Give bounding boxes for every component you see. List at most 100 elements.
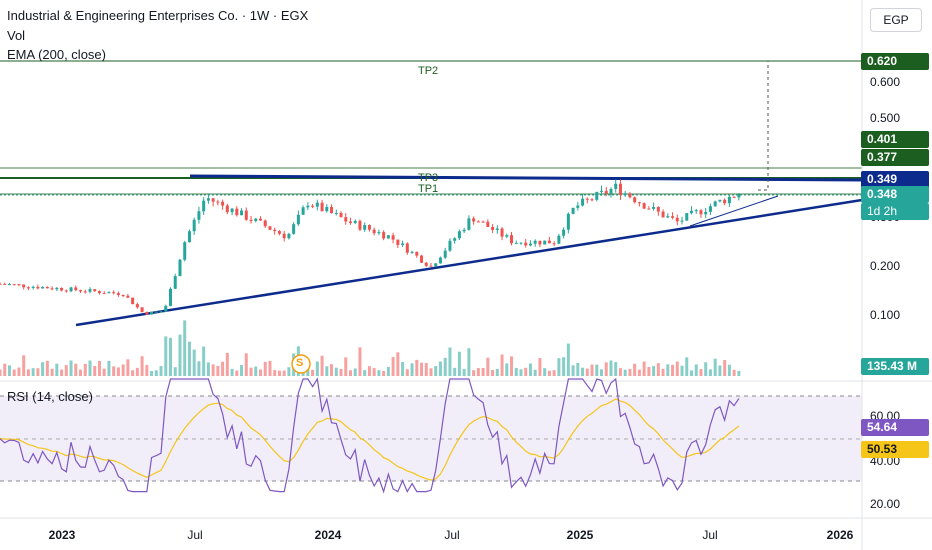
candle-body	[193, 220, 196, 231]
candle-body	[377, 232, 380, 233]
candle-body	[363, 225, 366, 230]
candle-body	[401, 243, 404, 245]
candle-body	[212, 198, 215, 201]
volume-bar	[467, 348, 470, 376]
candle-body	[534, 241, 537, 244]
volume-bar	[420, 363, 423, 376]
volume-bar	[3, 364, 6, 376]
volume-bar	[183, 320, 186, 376]
volume-bar	[13, 370, 16, 376]
projection-line	[758, 61, 768, 190]
rsi-legend[interactable]: RSI (14, close)	[7, 389, 93, 404]
candle-body	[221, 202, 224, 206]
candle-body	[477, 221, 480, 222]
ema-legend[interactable]: EMA (200, close)	[7, 46, 106, 63]
candle-body	[633, 197, 636, 202]
candle-body	[505, 235, 508, 237]
volume-bar	[652, 366, 655, 376]
volume-bar	[695, 364, 698, 376]
candle-body	[430, 266, 433, 267]
candle-body	[572, 208, 575, 214]
last-price-label: 0.348	[861, 186, 929, 203]
volume-bar	[74, 364, 77, 376]
volume-bar	[88, 361, 91, 376]
volume-bar	[704, 362, 707, 376]
candle-body	[278, 231, 281, 234]
volume-bar	[737, 371, 740, 376]
volume-bar	[415, 360, 418, 376]
volume-bar	[273, 370, 276, 376]
volume-bar	[614, 362, 617, 376]
volume-bar	[51, 369, 54, 376]
volume-bar	[477, 368, 480, 376]
candle-body	[638, 202, 641, 203]
bar-countdown-label: 1d 2h	[861, 203, 929, 220]
volume-bar	[567, 344, 570, 376]
candle-body	[420, 256, 423, 263]
candle-body	[22, 285, 25, 288]
candle-body	[647, 209, 650, 210]
volume-bar	[216, 366, 219, 376]
volume-value-label: 135.43 M	[861, 358, 929, 375]
time-label: Jul	[702, 528, 717, 542]
candle-body	[250, 220, 253, 221]
volume-bar	[197, 361, 200, 376]
volume-bar	[543, 368, 546, 376]
price-candles	[0, 179, 740, 314]
candle-body	[164, 306, 167, 312]
dividend-icon[interactable]: S	[296, 357, 303, 369]
volume-bar	[349, 370, 352, 376]
candle-body	[235, 209, 238, 216]
candle-body	[392, 235, 395, 239]
volume-bar	[709, 369, 712, 376]
candle-body	[567, 214, 570, 230]
candle-body	[178, 260, 181, 276]
candle-body	[591, 199, 594, 200]
candle-body	[387, 235, 390, 238]
candle-body	[126, 296, 129, 298]
volume-bar	[41, 362, 44, 376]
volume-bar	[325, 366, 328, 376]
volume-bar	[330, 364, 333, 376]
time-label: 2025	[567, 528, 594, 542]
volume-bar	[335, 368, 338, 376]
volume-bar	[529, 363, 532, 376]
volume-bar	[714, 359, 717, 376]
candle-body	[690, 211, 693, 213]
volume-bar	[676, 362, 679, 376]
chart-title: Industrial & Engineering Enterprises Co.…	[7, 7, 308, 24]
volume-bar	[17, 368, 20, 376]
currency-button[interactable]: EGP	[870, 8, 922, 32]
volume-bar	[141, 356, 144, 376]
candle-body	[368, 225, 371, 230]
volume-bar	[107, 361, 110, 376]
candle-body	[330, 207, 333, 213]
candle-body	[302, 207, 305, 214]
candle-body	[657, 207, 660, 212]
volume-bar	[358, 347, 361, 376]
candle-body	[671, 216, 674, 218]
candle-body	[13, 284, 16, 285]
candle-body	[65, 290, 68, 291]
candle-body	[557, 236, 560, 244]
volume-bar	[458, 352, 461, 376]
candle-body	[84, 291, 87, 292]
volume-bar	[373, 368, 376, 376]
volume-legend[interactable]: Vol	[7, 27, 25, 44]
candle-body	[98, 291, 101, 293]
candle-body	[676, 218, 679, 222]
volume-bar	[202, 347, 205, 376]
volume-bar	[538, 358, 541, 376]
volume-bar	[46, 361, 49, 376]
volume-bar	[254, 367, 257, 376]
volume-bar	[685, 357, 688, 376]
volume-bar	[27, 369, 30, 376]
candle-body	[0, 284, 2, 285]
candle-body	[614, 184, 617, 189]
tp1-annotation: TP1	[418, 183, 438, 195]
level-price-label-0401: 0.401	[861, 131, 929, 148]
candle-body	[643, 203, 646, 208]
candle-body	[306, 206, 309, 208]
candle-body	[160, 312, 163, 313]
